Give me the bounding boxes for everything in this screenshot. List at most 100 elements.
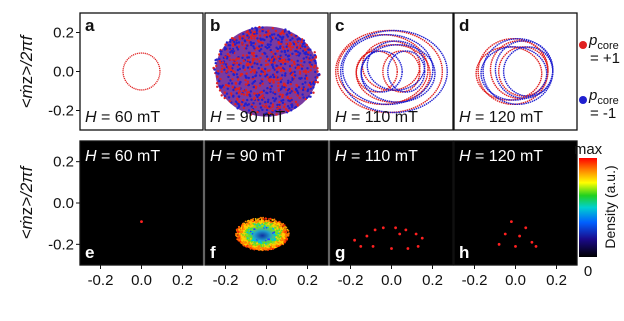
trajectory-point <box>233 40 236 44</box>
trajectory-point <box>246 94 249 97</box>
trajectory-point <box>286 95 289 99</box>
trajectory-loop-red <box>335 29 444 114</box>
trajectory-point <box>218 89 222 92</box>
trajectory-point <box>251 62 254 65</box>
trajectory-point <box>223 66 226 70</box>
density-point <box>251 222 253 224</box>
trajectory-point <box>279 54 282 57</box>
trajectory-point <box>248 29 251 32</box>
trajectory-point <box>232 69 235 73</box>
trajectory-point <box>269 88 272 91</box>
trajectory-point <box>273 58 276 61</box>
trajectory-point <box>242 59 246 62</box>
trajectory-point <box>255 94 258 97</box>
trajectory-point <box>259 56 262 60</box>
density-point <box>269 227 272 230</box>
trajectory-point <box>247 109 251 112</box>
trajectory-point <box>268 32 271 35</box>
density-point <box>248 234 251 237</box>
trajectory-point <box>243 68 247 72</box>
trajectory-point <box>216 70 220 73</box>
trajectory-point <box>248 61 252 64</box>
trajectory-point <box>273 55 276 58</box>
trajectory-point <box>260 63 263 67</box>
trajectory-point <box>287 79 290 83</box>
density-point <box>259 247 262 250</box>
trajectory-point <box>230 49 234 52</box>
svg-text:pcore: pcore <box>588 32 619 52</box>
trajectory-point <box>257 98 260 102</box>
panel-field-label: H = 90 mT <box>210 109 285 126</box>
trajectory-point <box>241 37 244 40</box>
trajectory-point <box>280 50 283 53</box>
density-point <box>273 246 276 249</box>
trajectory-point <box>234 102 237 106</box>
trajectory-point <box>309 48 312 51</box>
x-tick-label: 0.0 <box>505 272 526 289</box>
panel-frame <box>79 12 204 131</box>
trajectory-point <box>221 61 225 64</box>
density-point <box>273 233 275 235</box>
density-point <box>251 227 254 230</box>
trajectory-point <box>293 40 296 43</box>
trajectory-point <box>303 61 306 64</box>
density-point <box>252 238 255 240</box>
trajectory-point <box>306 89 309 93</box>
trajectory-point <box>252 41 255 45</box>
trajectory-point <box>237 45 241 48</box>
density-point <box>287 234 290 237</box>
trajectory-point <box>269 43 272 46</box>
trajectory-point <box>306 77 309 81</box>
trajectory-point <box>264 67 267 71</box>
density-point <box>247 224 250 227</box>
trajectory-point <box>238 63 241 66</box>
trajectory-point <box>305 56 308 59</box>
trajectory-point <box>226 53 229 56</box>
trajectory-point <box>304 70 308 74</box>
density-point <box>269 217 272 220</box>
trajectory-point <box>314 59 317 63</box>
trajectory-point <box>251 65 254 69</box>
trajectory-point <box>237 57 241 60</box>
trajectory-point <box>288 87 291 91</box>
trajectory-point <box>227 84 230 88</box>
trajectory-point <box>280 110 283 113</box>
density-point <box>284 228 287 230</box>
trajectory-point <box>247 76 250 80</box>
trajectory-point <box>268 69 271 72</box>
trajectory-point <box>259 82 262 85</box>
trajectory-point <box>269 114 272 117</box>
legend-label-main: p <box>588 32 597 49</box>
trajectory-point <box>279 66 282 70</box>
trajectory-point <box>287 99 290 102</box>
density-point <box>240 236 243 238</box>
trajectory-point <box>251 27 254 30</box>
density-point <box>259 243 262 246</box>
density-point <box>236 230 239 232</box>
trajectory-point <box>294 100 298 104</box>
density-point <box>251 231 254 234</box>
trajectory-point <box>314 80 317 84</box>
trajectory-point <box>248 51 251 55</box>
trajectory-point <box>308 81 312 85</box>
trajectory-point <box>215 71 218 74</box>
density-point <box>236 228 239 231</box>
density-point <box>253 247 255 250</box>
trajectory-point <box>276 103 279 107</box>
trajectory-point <box>248 93 251 96</box>
trajectory-point <box>244 102 247 105</box>
trajectory-point <box>252 98 256 101</box>
trajectory-point <box>290 73 294 77</box>
trajectory-point <box>227 82 230 85</box>
density-point <box>258 248 261 251</box>
trajectory-point <box>242 64 245 68</box>
trajectory-point <box>306 67 309 70</box>
trajectory-point <box>286 105 290 108</box>
trajectory-point <box>231 85 234 89</box>
trajectory-point <box>284 88 288 91</box>
density-point <box>271 247 274 250</box>
trajectory-point <box>253 62 256 65</box>
density-point <box>534 245 538 248</box>
density-point <box>252 218 255 220</box>
trajectory-point <box>247 56 251 59</box>
